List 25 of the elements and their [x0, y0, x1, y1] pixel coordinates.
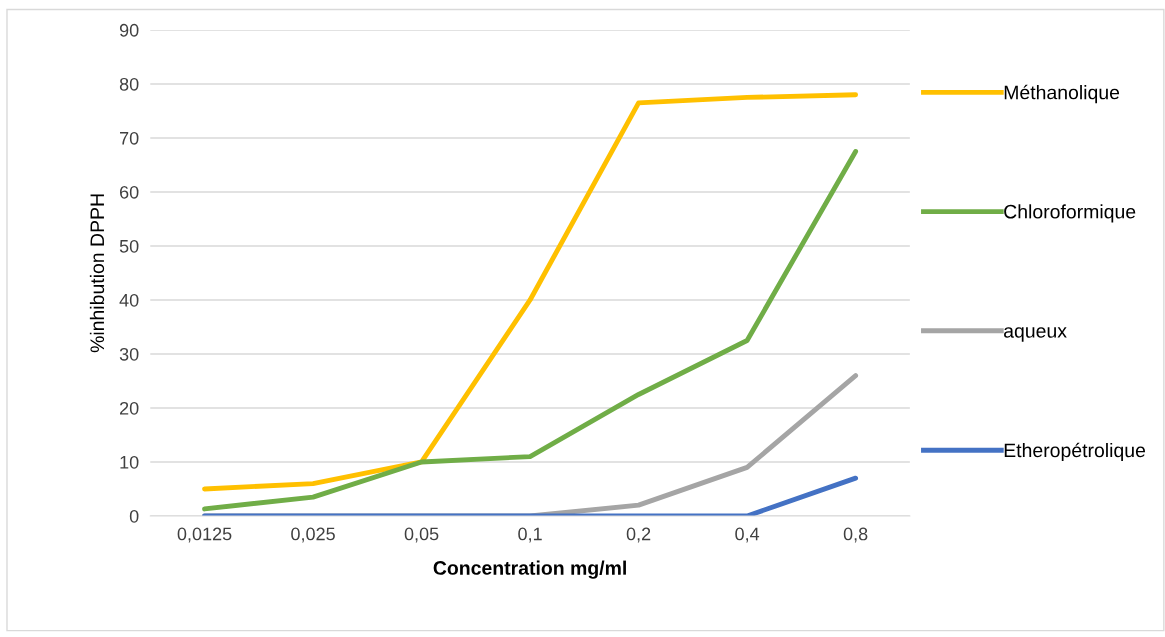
legend-label: Chloroformique — [1004, 204, 1136, 223]
y-tick-label: 20 — [120, 401, 139, 415]
legend-label: Méthanolique — [1004, 84, 1120, 104]
y-tick-label: 60 — [120, 185, 139, 199]
x-tick-label: 0,05 — [404, 527, 439, 543]
x-tick-label: 0,025 — [291, 527, 335, 543]
y-tick-label: 70 — [120, 131, 139, 145]
x-tick-label: 0,8 — [843, 527, 868, 543]
y-tick-label: 90 — [119, 23, 139, 37]
legend-label: aqueux — [1004, 327, 1067, 342]
y-axis-title: %inhibution DPPH — [89, 194, 105, 353]
y-tick-label: 80 — [119, 77, 139, 91]
x-tick-label: 0,0125 — [177, 527, 232, 543]
y-tick-label: 10 — [120, 455, 139, 469]
line-series — [202, 149, 859, 512]
y-tick-label: 30 — [119, 347, 139, 361]
x-tick-label: 0,2 — [626, 527, 651, 543]
y-tick-label: 0 — [129, 509, 139, 523]
y-tick-label: 50 — [119, 239, 139, 253]
legend-label: Etheropétrolique — [1004, 442, 1146, 462]
x-tick-label: 0,1 — [518, 527, 542, 543]
line-series — [202, 92, 859, 492]
x-axis-title: Concentration mg/ml — [433, 560, 626, 579]
x-tick-label: 0,4 — [735, 527, 760, 543]
y-tick-label: 40 — [119, 293, 139, 307]
